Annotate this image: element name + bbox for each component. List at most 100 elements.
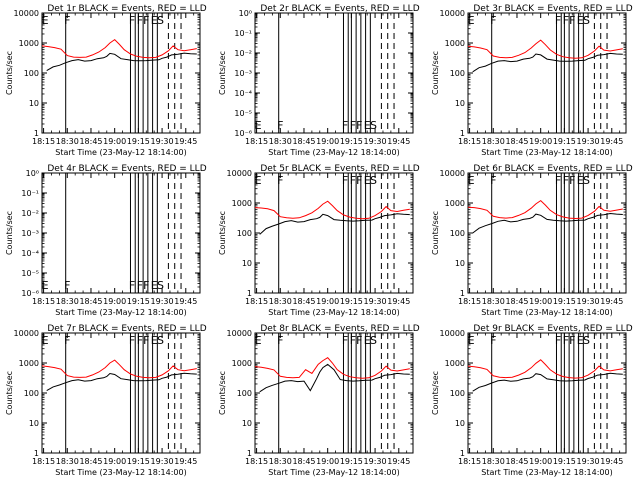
x-tick-label: 18:45: [505, 457, 528, 466]
flag-label: S: [583, 174, 590, 187]
y-tick-label: 10⁻⁵: [21, 269, 39, 278]
flag-label: S: [157, 14, 164, 27]
y-tick-label: 10000: [440, 329, 465, 338]
detector-panel: Det 1r BLACK = Events, RED = LLD 1 10 100 10…: [5, 4, 207, 157]
x-tick-label: 18:30: [269, 457, 292, 466]
y-tick-label: 10⁻²: [21, 209, 39, 218]
x-tick-label: 18:45: [505, 297, 528, 306]
x-tick-label: 19:15: [553, 297, 576, 306]
flag-label: E: [151, 279, 158, 292]
x-tick-label: 19:45: [387, 457, 410, 466]
x-axis-label: Start Time (23-May-12 18:14:00): [55, 468, 186, 477]
flag-label: F: [350, 119, 356, 132]
x-tick-label: 19:00: [316, 297, 339, 306]
flag-label: F: [129, 14, 135, 27]
y-tick-label: 10⁻⁵: [234, 109, 252, 118]
x-tick-label: 19:45: [387, 137, 410, 146]
x-tick-label: 19:00: [103, 137, 126, 146]
y-tick-label: 10000: [440, 9, 465, 18]
x-tick-label: 19:45: [174, 137, 197, 146]
flag-label: E: [364, 174, 371, 187]
flag-label: E: [577, 174, 584, 187]
y-axis-label: Counts/sec: [431, 51, 440, 95]
panel-title: Det 7r BLACK = Events, RED = LLD: [47, 324, 206, 334]
y-tick-label: 1000: [445, 359, 465, 368]
x-tick-label: 19:45: [387, 297, 410, 306]
x-tick-label: 18:45: [292, 137, 315, 146]
x-tick-label: 18:15: [458, 137, 481, 146]
flag-label: E: [151, 334, 158, 347]
flag-label: F: [143, 14, 149, 27]
x-tick-label: 19:00: [316, 137, 339, 146]
x-tick-label: 18:30: [56, 137, 79, 146]
flag-label: E: [577, 334, 584, 347]
y-axis-label: Counts/sec: [431, 371, 440, 415]
x-tick-label: 19:45: [174, 457, 197, 466]
x-tick-label: 19:30: [577, 457, 600, 466]
flag-label: F: [64, 279, 70, 292]
x-tick-label: 18:45: [292, 457, 315, 466]
y-tick-label: 100: [450, 389, 465, 398]
lld-series-line: [467, 359, 623, 379]
x-tick-label: 18:45: [292, 297, 315, 306]
y-tick-label: 10⁻³: [21, 229, 39, 238]
y-axis-label: Counts/sec: [5, 371, 14, 415]
flag-label: E: [577, 14, 584, 27]
x-tick-label: 19:30: [151, 297, 174, 306]
flag-label: F: [342, 174, 348, 187]
flag-label: S: [583, 334, 590, 347]
panel-title: Det 2r BLACK = Events, RED = LLD: [260, 4, 419, 14]
flag-label: F: [342, 119, 348, 132]
events-series-line: [472, 212, 623, 234]
x-tick-label: 19:00: [316, 457, 339, 466]
x-axis-label: Start Time (23-May-12 18:14:00): [268, 148, 399, 157]
y-tick-label: 100: [450, 69, 465, 78]
events-series-line: [46, 372, 197, 392]
x-tick-label: 18:30: [269, 137, 292, 146]
flag-label: E: [468, 334, 475, 347]
y-axis-label: Counts/sec: [5, 211, 14, 255]
y-tick-label: 10000: [227, 169, 252, 178]
x-tick-label: 19:45: [600, 297, 623, 306]
flag-label: F: [490, 14, 496, 27]
x-tick-label: 19:30: [577, 137, 600, 146]
y-tick-label: 10⁻¹: [21, 189, 39, 198]
y-tick-label: 1000: [232, 359, 252, 368]
x-tick-label: 19:30: [151, 137, 174, 146]
y-tick-label: 10: [455, 99, 465, 108]
x-tick-label: 19:30: [151, 457, 174, 466]
flag-label: F: [356, 334, 362, 347]
y-axis-label: Counts/sec: [218, 371, 227, 415]
flag-label: F: [555, 334, 561, 347]
y-tick-label: 100: [237, 389, 252, 398]
y-tick-label: 10⁰: [26, 169, 39, 178]
x-tick-label: 18:45: [505, 137, 528, 146]
detector-panel: Det 2r BLACK = Events, RED = LLD 10⁻⁶ 10⁻⁵…: [218, 4, 420, 157]
panel-title: Det 1r BLACK = Events, RED = LLD: [47, 4, 206, 14]
x-tick-label: 19:15: [340, 457, 363, 466]
y-tick-label: 1: [34, 449, 39, 458]
y-tick-label: 100: [237, 229, 252, 238]
flag-label: S: [157, 334, 164, 347]
y-tick-label: 10: [242, 259, 252, 268]
flag-label: F: [137, 14, 143, 27]
flag-label: F: [137, 279, 143, 292]
y-tick-label: 10000: [14, 329, 39, 338]
flag-label: F: [129, 279, 135, 292]
x-axis-label: Start Time (23-May-12 18:14:00): [481, 308, 612, 317]
x-tick-label: 18:15: [32, 457, 55, 466]
x-tick-label: 18:15: [458, 297, 481, 306]
x-tick-label: 19:00: [529, 137, 552, 146]
x-tick-label: 18:15: [245, 457, 268, 466]
x-axis-label: Start Time (23-May-12 18:14:00): [268, 468, 399, 477]
x-tick-label: 19:30: [364, 297, 387, 306]
flag-label: E: [255, 334, 262, 347]
x-tick-label: 19:15: [340, 297, 363, 306]
lld-series-line: [41, 359, 197, 379]
x-tick-label: 18:45: [79, 137, 102, 146]
y-tick-label: 1000: [19, 39, 39, 48]
flag-label: S: [370, 119, 377, 132]
flag-label: F: [143, 334, 149, 347]
flag-label: F: [129, 334, 135, 347]
flag-label: F: [64, 334, 70, 347]
